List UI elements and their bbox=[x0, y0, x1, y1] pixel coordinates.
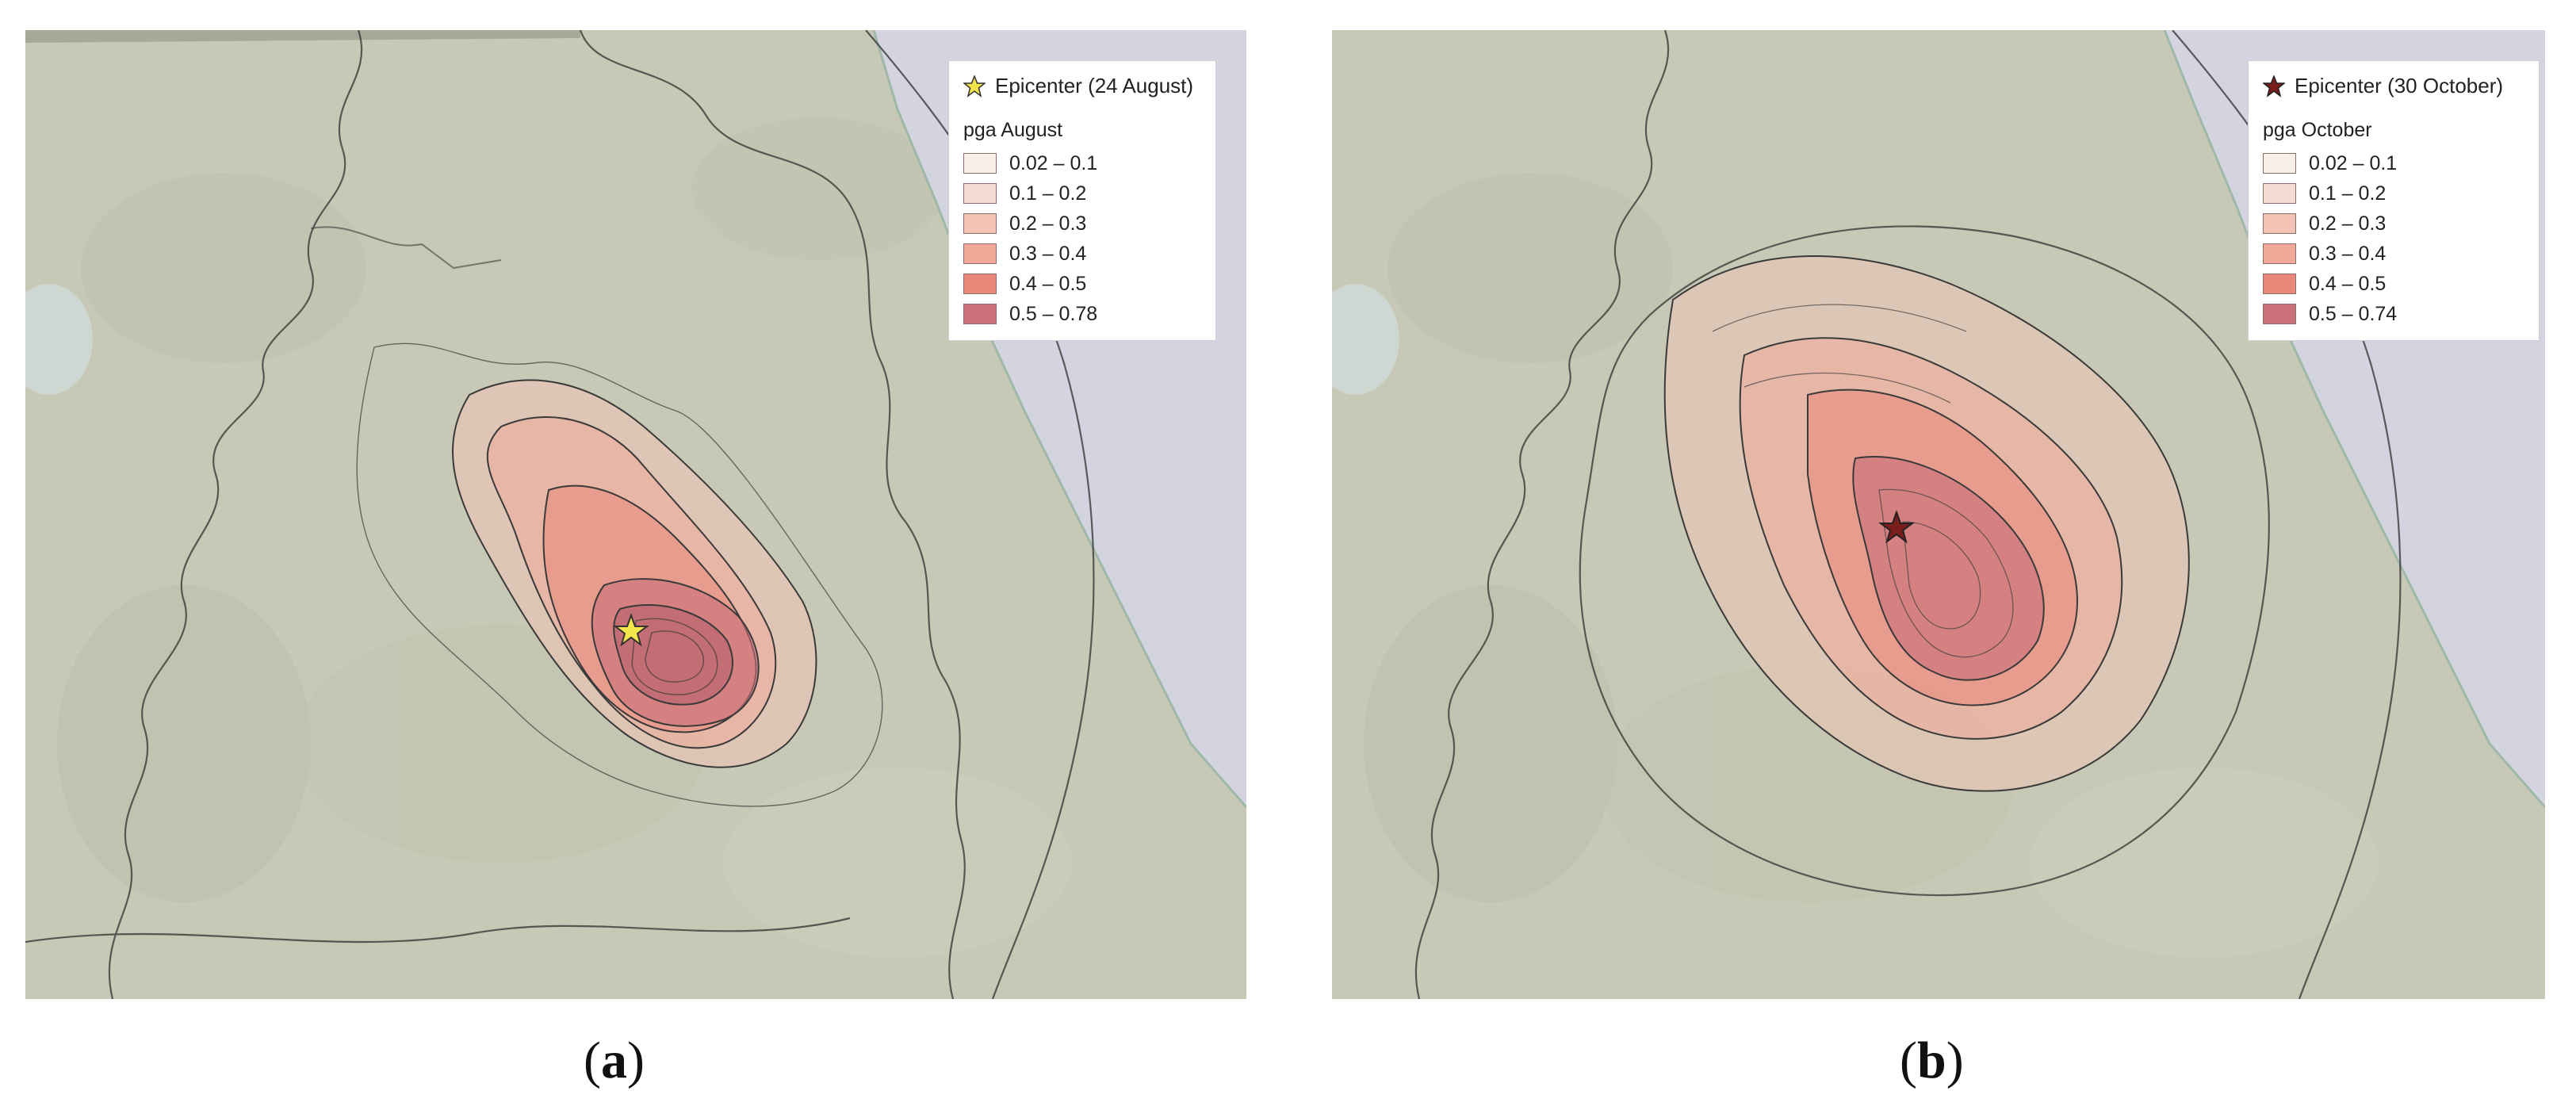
caption-paren: ( bbox=[584, 1032, 601, 1089]
legend-class: 0.3 – 0.4 bbox=[963, 239, 1201, 269]
class-label: 0.3 – 0.4 bbox=[1009, 242, 1087, 265]
legend-title: pga October bbox=[2263, 119, 2372, 141]
map-panel-b[interactable]: Epicenter (30 October) pga October 0.02 … bbox=[1332, 30, 2545, 999]
legend-class: 0.1 – 0.2 bbox=[2263, 178, 2524, 209]
legend-class: 0.3 – 0.4 bbox=[2263, 239, 2524, 269]
swatch bbox=[2263, 243, 2296, 264]
swatch bbox=[963, 274, 997, 294]
legend-epicenter-entry: Epicenter (30 October) bbox=[2263, 74, 2524, 98]
legend-b: Epicenter (30 October) pga October 0.02 … bbox=[2248, 60, 2540, 341]
legend-class: 0.02 – 0.1 bbox=[963, 148, 1201, 178]
caption-paren: ) bbox=[1946, 1032, 1964, 1089]
legend-class: 0.5 – 0.78 bbox=[963, 299, 1201, 329]
legend-class: 0.4 – 0.5 bbox=[963, 269, 1201, 299]
epicenter-star-icon[interactable] bbox=[1878, 510, 1915, 544]
legend-epicenter-entry: Epicenter (24 August) bbox=[963, 74, 1201, 98]
swatch bbox=[2263, 304, 2296, 324]
class-label: 0.5 – 0.74 bbox=[2309, 302, 2398, 325]
swatch bbox=[2263, 153, 2296, 174]
swatch bbox=[963, 243, 997, 264]
swatch bbox=[2263, 183, 2296, 204]
caption-b: (b) bbox=[1900, 1031, 1964, 1091]
class-label: 0.4 – 0.5 bbox=[1009, 272, 1087, 295]
class-label: 0.1 – 0.2 bbox=[2309, 182, 2387, 205]
class-label: 0.1 – 0.2 bbox=[1009, 182, 1087, 205]
legend-class: 0.02 – 0.1 bbox=[2263, 148, 2524, 178]
class-label: 0.2 – 0.3 bbox=[1009, 212, 1087, 235]
caption-letter: a bbox=[600, 1032, 627, 1089]
map-panel-a[interactable]: Epicenter (24 August) pga August 0.02 – … bbox=[25, 30, 1246, 999]
legend-class: 0.2 – 0.3 bbox=[2263, 209, 2524, 239]
class-label: 0.02 – 0.1 bbox=[1009, 151, 1098, 174]
swatch bbox=[2263, 213, 2296, 234]
lake bbox=[25, 284, 93, 395]
swatch bbox=[2263, 274, 2296, 294]
legend-class: 0.2 – 0.3 bbox=[963, 209, 1201, 239]
epicenter-star-icon[interactable] bbox=[613, 613, 649, 647]
caption-paren: ( bbox=[1900, 1032, 1917, 1089]
legend-class: 0.1 – 0.2 bbox=[963, 178, 1201, 209]
swatch bbox=[963, 213, 997, 234]
class-label: 0.4 – 0.5 bbox=[2309, 272, 2387, 295]
class-label: 0.02 – 0.1 bbox=[2309, 151, 2398, 174]
class-label: 0.3 – 0.4 bbox=[2309, 242, 2387, 265]
caption-paren: ) bbox=[626, 1032, 645, 1089]
class-label: 0.5 – 0.78 bbox=[1009, 302, 1098, 325]
epicenter-label: Epicenter (30 October) bbox=[2295, 74, 2504, 98]
legend-class: 0.4 – 0.5 bbox=[2263, 269, 2524, 299]
class-label: 0.2 – 0.3 bbox=[2309, 212, 2387, 235]
epicenter-label: Epicenter (24 August) bbox=[995, 74, 1194, 98]
swatch bbox=[963, 183, 997, 204]
legend-class: 0.5 – 0.74 bbox=[2263, 299, 2524, 329]
legend-a: Epicenter (24 August) pga August 0.02 – … bbox=[948, 60, 1216, 341]
star-icon bbox=[2263, 75, 2285, 98]
caption-a: (a) bbox=[584, 1031, 645, 1091]
legend-title: pga August bbox=[963, 119, 1063, 141]
swatch bbox=[963, 304, 997, 324]
caption-letter: b bbox=[1916, 1032, 1946, 1089]
star-icon bbox=[963, 75, 986, 98]
swatch bbox=[963, 153, 997, 174]
